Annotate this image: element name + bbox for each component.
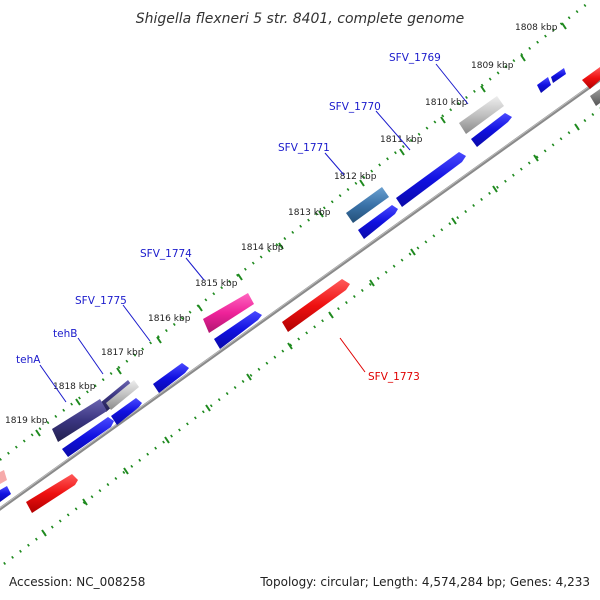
cds-arrow[interactable] bbox=[111, 398, 142, 425]
label-sfv1774[interactable]: SFV_1774 bbox=[140, 248, 192, 260]
gene-feature-sfv1774[interactable] bbox=[203, 293, 254, 333]
tick-label: 1816 kbp bbox=[148, 314, 191, 324]
cds-arrow[interactable] bbox=[153, 363, 189, 393]
outer-major-ticks bbox=[35, 22, 567, 437]
label-sfv1775[interactable]: SFV_1775 bbox=[75, 295, 127, 307]
tick-label: 1813 kbp bbox=[288, 208, 331, 218]
inner-strand-features bbox=[26, 67, 600, 513]
tick-label: 1810 kbp bbox=[425, 98, 468, 108]
tick-label: 1815 kbp bbox=[195, 279, 238, 289]
tick-label: 1808 kbp bbox=[515, 23, 558, 33]
cds-arrow[interactable] bbox=[214, 311, 262, 349]
gene-feature[interactable] bbox=[537, 77, 551, 93]
label-tehA[interactable]: tehA bbox=[16, 354, 41, 366]
outer-strand-features bbox=[0, 68, 566, 484]
gene-feature-tehA[interactable] bbox=[52, 399, 107, 442]
cds-arrow[interactable] bbox=[471, 113, 512, 147]
tick-label: 1819 kbp bbox=[5, 416, 48, 426]
cds-arrow[interactable] bbox=[62, 417, 114, 457]
inner-major-ticks bbox=[41, 123, 580, 537]
label-leaders bbox=[39, 63, 469, 403]
label-sfv1770[interactable]: SFV_1770 bbox=[329, 101, 381, 113]
cds-arrow[interactable] bbox=[0, 486, 11, 502]
inner-scale-ring bbox=[0, 107, 600, 569]
tick-label: 1818 kbp bbox=[53, 382, 96, 392]
gene-feature-sfv1771[interactable] bbox=[346, 187, 389, 223]
gene-feature[interactable] bbox=[551, 68, 566, 83]
cds-arrow[interactable] bbox=[396, 152, 466, 207]
gene-feature[interactable] bbox=[0, 470, 7, 484]
gene-feature-tehB-cap[interactable] bbox=[106, 380, 139, 410]
tick-label: 1812 kbp bbox=[334, 172, 377, 182]
genome-backbone-highlight bbox=[0, 78, 600, 509]
gene-feature[interactable] bbox=[590, 89, 600, 106]
cds-arrow[interactable] bbox=[358, 205, 398, 239]
accession-text: Accession: NC_008258 bbox=[9, 575, 145, 589]
tick-label: 1817 kbp bbox=[101, 348, 144, 358]
label-sfv1769[interactable]: SFV_1769 bbox=[389, 52, 441, 64]
genome-summary: Topology: circular; Length: 4,574,284 bp… bbox=[259, 575, 590, 589]
kbp-labels: 1808 kbp 1809 kbp 1810 kbp 1811 kbp 1812… bbox=[5, 23, 558, 426]
gene-feature[interactable] bbox=[582, 67, 600, 89]
gene-feature[interactable] bbox=[26, 474, 78, 513]
tick-label: 1814 kbp bbox=[241, 243, 284, 253]
gene-feature-sfv1769[interactable] bbox=[459, 96, 504, 134]
label-sfv1771[interactable]: SFV_1771 bbox=[278, 142, 330, 154]
tick-label: 1809 kbp bbox=[471, 61, 514, 71]
genome-backbone bbox=[0, 77, 600, 511]
gene-feature-sfv1773[interactable] bbox=[282, 279, 350, 332]
map-title: Shigella flexneri 5 str. 8401, complete … bbox=[136, 11, 465, 27]
label-tehB[interactable]: tehB bbox=[53, 328, 77, 340]
gene-labels: SFV_1769 SFV_1770 SFV_1771 SFV_1774 SFV_… bbox=[16, 52, 441, 383]
label-sfv1773[interactable]: SFV_1773 bbox=[368, 371, 420, 383]
cds-features bbox=[0, 113, 512, 502]
